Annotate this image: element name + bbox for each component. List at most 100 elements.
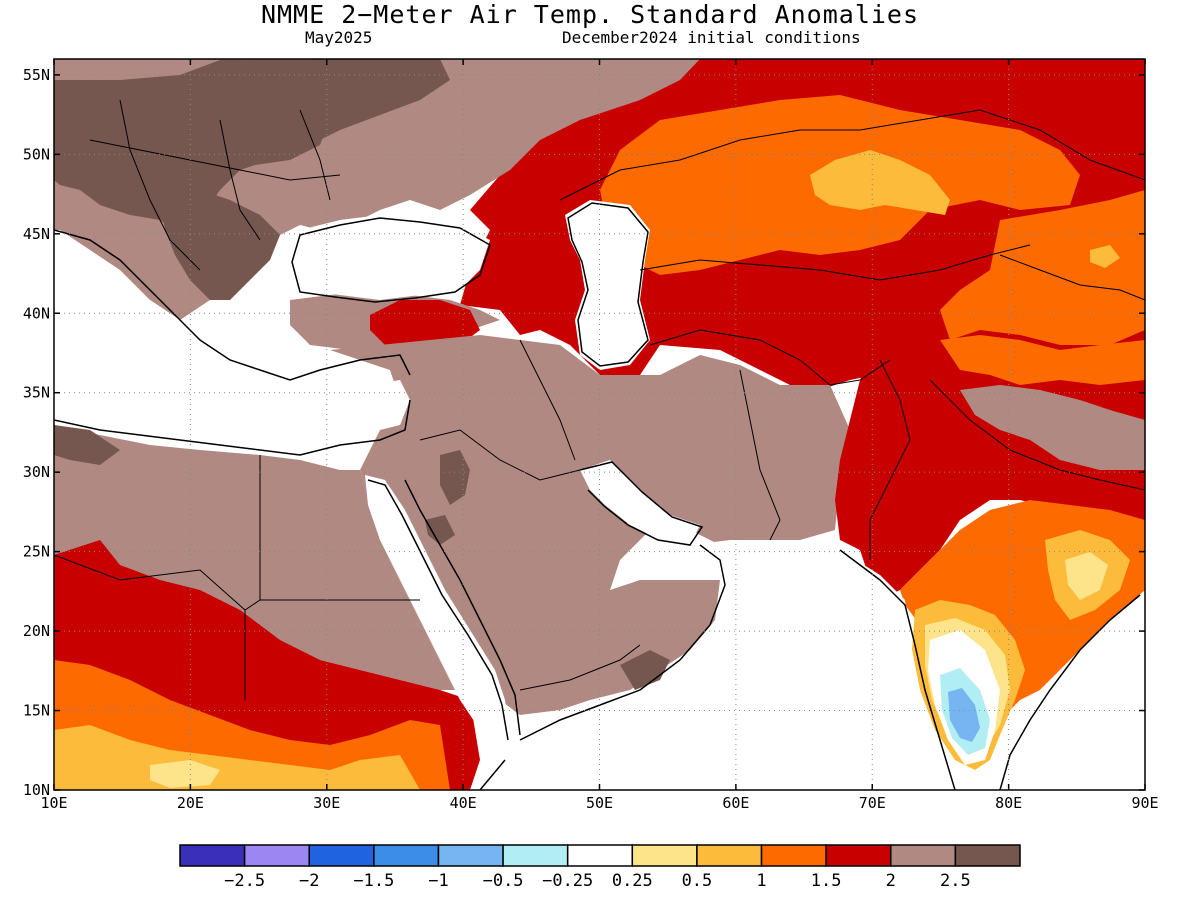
region-kazakhstan-gold (810, 150, 950, 215)
region-sahel-gold (54, 725, 420, 790)
initial-conditions: December2024 initial conditions (562, 28, 861, 47)
target-month: May2025 (305, 28, 373, 47)
colorbar-swatch (437, 844, 504, 867)
border-libya-egypt (244, 455, 261, 700)
arabian-sea-neutral (540, 540, 955, 790)
colorbar-label: −1 (428, 871, 448, 891)
colorbar-swatch (566, 844, 634, 867)
colorbar: −2.5 −2 −1.5 −1 −0.5 −0.25 0.25 0.5 1 1.5 2 2.5 (179, 844, 1021, 891)
persian-gulf-coast (579, 461, 704, 546)
border-sahara (54, 554, 246, 611)
colorbar-swatch (243, 844, 310, 867)
colorbar-swatch (890, 844, 957, 867)
y-axis-labels: 10N 15N 20N 25N 30N 35N 40N 45N 50N 55N (23, 66, 50, 799)
y-tick-label: 10N (23, 781, 50, 799)
x-tick-label: 60E (722, 794, 749, 812)
border-india-china (929, 379, 1145, 491)
border-europe-c (219, 119, 261, 241)
border-iran-east (739, 369, 781, 541)
region-ukraine-darkbrown (220, 110, 330, 165)
colorbar-swatch (373, 844, 440, 867)
y-tick-label: 35N (23, 384, 50, 402)
east-africa-coast (479, 759, 506, 790)
x-tick-label: 20E (177, 794, 204, 812)
colorbar-label: 0.5 (682, 871, 713, 891)
region-bengal-lightyellow (1065, 552, 1108, 600)
region-mongolia-orange (940, 190, 1145, 345)
red-sea-neutral (365, 475, 510, 760)
arabia-darkbrown-spot-2 (425, 515, 455, 545)
border-iran-west (519, 339, 576, 461)
colorbar-label: −0.5 (483, 871, 524, 891)
colorbar-swatch (502, 844, 569, 867)
y-tick-label: 55N (23, 66, 50, 84)
border-mongolia-china (999, 254, 1145, 301)
region-south-india-blue (948, 688, 980, 742)
red-sea-west-coast (367, 479, 509, 741)
region-xinjiang-orange (940, 335, 1145, 385)
region-sahel-lightyellow (150, 760, 220, 788)
region-north-africa-brown (54, 425, 470, 690)
y-tick-label: 40N (23, 304, 50, 322)
y-tick-label: 30N (23, 463, 50, 481)
x-tick-label: 70E (859, 794, 886, 812)
colorbar-swatch (179, 844, 246, 867)
x-tick-label: 50E (586, 794, 613, 812)
border-europe-d (299, 109, 331, 201)
region-turkey-red (370, 300, 480, 350)
y-tick-label: 25N (23, 543, 50, 561)
colorbar-label: 2 (886, 871, 896, 891)
india-west-coast (839, 549, 956, 790)
arabia-darkbrown-spot-1 (440, 450, 470, 505)
grid-lines (54, 59, 1145, 790)
y-tick-label: 15N (23, 702, 50, 720)
bay-of-bengal-neutral (1010, 600, 1145, 790)
tibet-brown-area (960, 385, 1145, 470)
y-tick-label: 50N (23, 145, 50, 163)
border-europe-b (119, 99, 201, 271)
colorbar-swatch (954, 844, 1021, 867)
x-tick-label: 90E (1131, 794, 1158, 812)
north-africa-coast (54, 399, 411, 456)
chart-title: NMME 2−Meter Air Temp. Standard Anomalie… (260, 0, 920, 29)
borders (54, 99, 1145, 700)
black-sea-coast (291, 217, 491, 303)
region-sahara-darkbrown (54, 425, 120, 465)
anomaly-fill-layer (54, 59, 1145, 790)
axis-ticks (53, 59, 1146, 791)
x-tick-label: 10E (40, 794, 67, 812)
mediterranean-neutral (54, 300, 410, 450)
colorbar-label: 1 (756, 871, 766, 891)
colorbar-label: −1.5 (353, 871, 394, 891)
caspian-neutral (565, 200, 650, 370)
colorbar-swatch (760, 844, 827, 867)
colorbar-swatch (696, 844, 763, 867)
caspian-coast (567, 202, 649, 367)
yemen-darkbrown-spot (620, 650, 670, 690)
persian-gulf-neutral (580, 460, 700, 545)
y-tick-label: 45N (23, 225, 50, 243)
colorbar-label: 0.25 (612, 871, 653, 891)
colorbar-label: −2 (299, 871, 319, 891)
red-sea-east-coast (404, 479, 521, 736)
arabia-south-coast (519, 544, 726, 741)
border-india-pakistan (869, 359, 911, 560)
black-sea-neutral (290, 215, 490, 300)
colorbar-label: −0.25 (542, 871, 593, 891)
border-afghanistan (649, 329, 891, 386)
india-east-coast (999, 594, 1141, 790)
border-russia-kazakhstan (559, 109, 1145, 201)
region-mongolia-gold (1090, 245, 1120, 268)
border-arabia-north (419, 429, 581, 481)
colorbar-label: −2.5 (224, 871, 265, 891)
colorbar-swatch (308, 844, 375, 867)
region-pakistan-red (835, 340, 1145, 600)
x-tick-label: 40E (450, 794, 477, 812)
colorbar-label: 2.5 (940, 871, 971, 891)
colorbar-swatch (825, 844, 892, 867)
x-tick-label: 30E (313, 794, 340, 812)
y-tick-label: 20N (23, 622, 50, 640)
coastlines (54, 202, 1141, 790)
colorbar-swatch (631, 844, 698, 867)
